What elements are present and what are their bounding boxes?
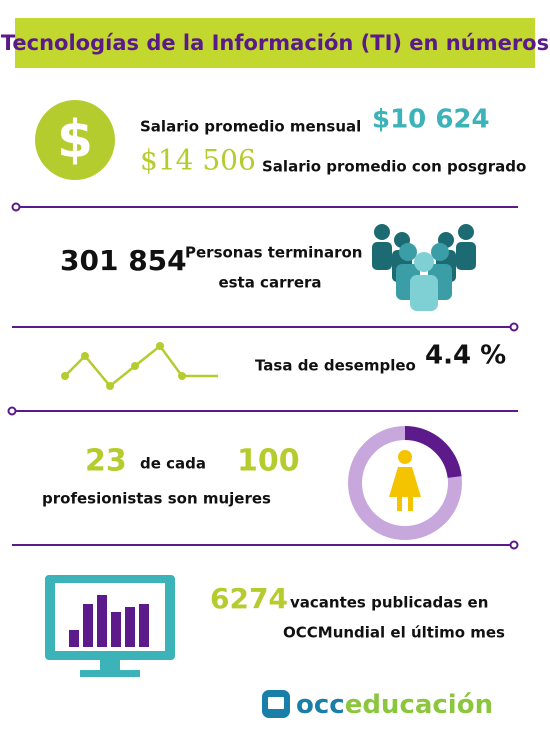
vacancies-amount: 6274 [210, 582, 288, 615]
people-icon [372, 224, 476, 311]
salary-label: Salario promedio mensual [140, 118, 361, 136]
unemployment-label: Tasa de desempleo [255, 357, 416, 375]
women-connector: de cada [140, 455, 206, 473]
icon-part [389, 450, 421, 511]
vacancies-label: vacantes publicadas en [290, 594, 488, 612]
graduates-label: esta carrera [218, 274, 321, 292]
logo: occeducación [262, 690, 493, 720]
logo-part: educación [345, 690, 493, 720]
logo-icon-detail [268, 697, 284, 709]
icon-part [398, 450, 412, 464]
divider-end [509, 540, 519, 550]
title-bar [15, 18, 535, 68]
icon-part [61, 372, 69, 380]
dollar-sign: $ [57, 110, 93, 170]
icon-part [431, 243, 449, 261]
icon-part [131, 362, 139, 370]
icon-part [69, 595, 149, 647]
icon-part [410, 275, 438, 311]
icon-part [139, 604, 149, 647]
title: Tecnologías de la Información (TI) en nú… [1, 31, 549, 55]
graduates-label: Personas terminaron [185, 244, 362, 262]
logo-part: occ [296, 690, 345, 720]
icon-part [399, 243, 417, 261]
icon-part [106, 382, 114, 390]
icon-part [69, 630, 79, 647]
icon-part [372, 242, 392, 270]
unemployment-amount: 4.4 % [425, 341, 506, 371]
icon-part [61, 342, 186, 390]
postgrad-amount: $14 506 [140, 144, 256, 177]
postgrad-label: Salario promedio con posgrado [262, 158, 526, 176]
logo-text: occeducación [296, 690, 493, 720]
icon-part [408, 497, 413, 511]
women-total: 100 [237, 444, 300, 479]
women-label: profesionistas son mujeres [42, 490, 271, 508]
dollar-icon [35, 100, 115, 180]
monitor-icon [45, 575, 175, 677]
trend-icon [61, 342, 218, 390]
icon-part [111, 612, 121, 647]
graduates-amount: 301 854 [60, 244, 187, 277]
icon-part [80, 670, 140, 677]
divider-end [509, 322, 519, 332]
icon-part [81, 352, 89, 360]
icon-part [404, 426, 462, 479]
icon-part [83, 604, 93, 647]
salary-amount: $10 624 [372, 105, 490, 135]
icon-part [178, 372, 186, 380]
icon-part [410, 252, 438, 311]
icon-part [156, 342, 164, 350]
icon-part [125, 607, 135, 647]
divider-end [11, 202, 21, 212]
icon-part [414, 252, 434, 272]
icon-part [389, 467, 421, 497]
women-donut [348, 426, 462, 540]
women-count: 23 [85, 444, 127, 479]
icon-part [374, 224, 390, 240]
icon-part [97, 595, 107, 647]
icon-part [100, 660, 120, 672]
icon-part [458, 224, 474, 240]
divider-end [7, 406, 17, 416]
icon-part [456, 242, 476, 270]
dividers [7, 202, 519, 550]
vacancies-label: OCCMundial el último mes [283, 624, 505, 642]
icon-part [397, 497, 402, 511]
